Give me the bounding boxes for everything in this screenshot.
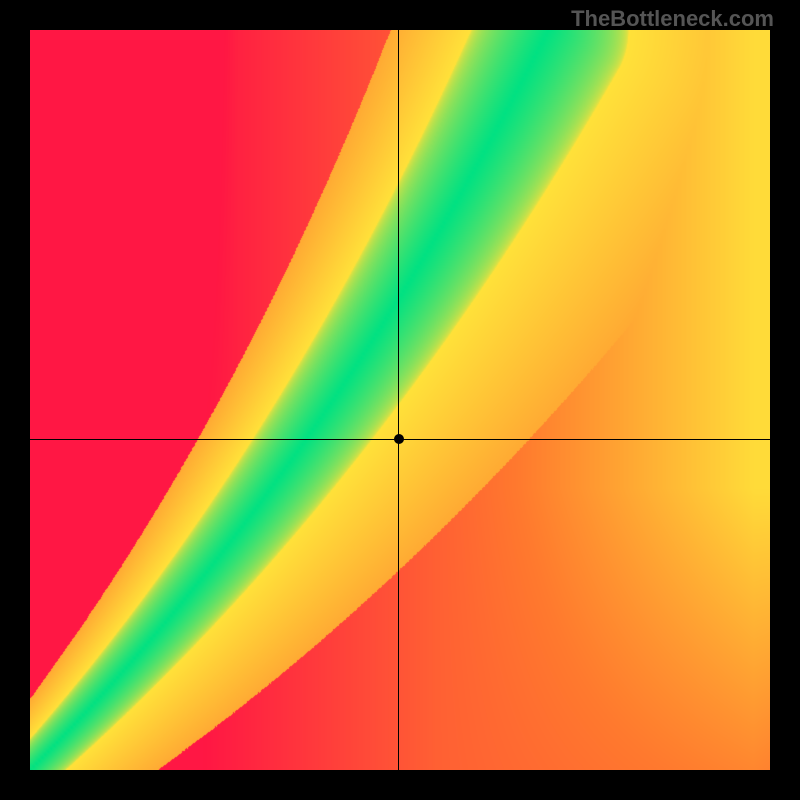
heatmap-canvas <box>30 30 770 770</box>
chart-container: TheBottleneck.com <box>0 0 800 800</box>
plot-area <box>30 30 770 770</box>
watermark-text: TheBottleneck.com <box>571 6 774 32</box>
marker-dot <box>394 434 404 444</box>
crosshair-vertical <box>398 30 399 770</box>
